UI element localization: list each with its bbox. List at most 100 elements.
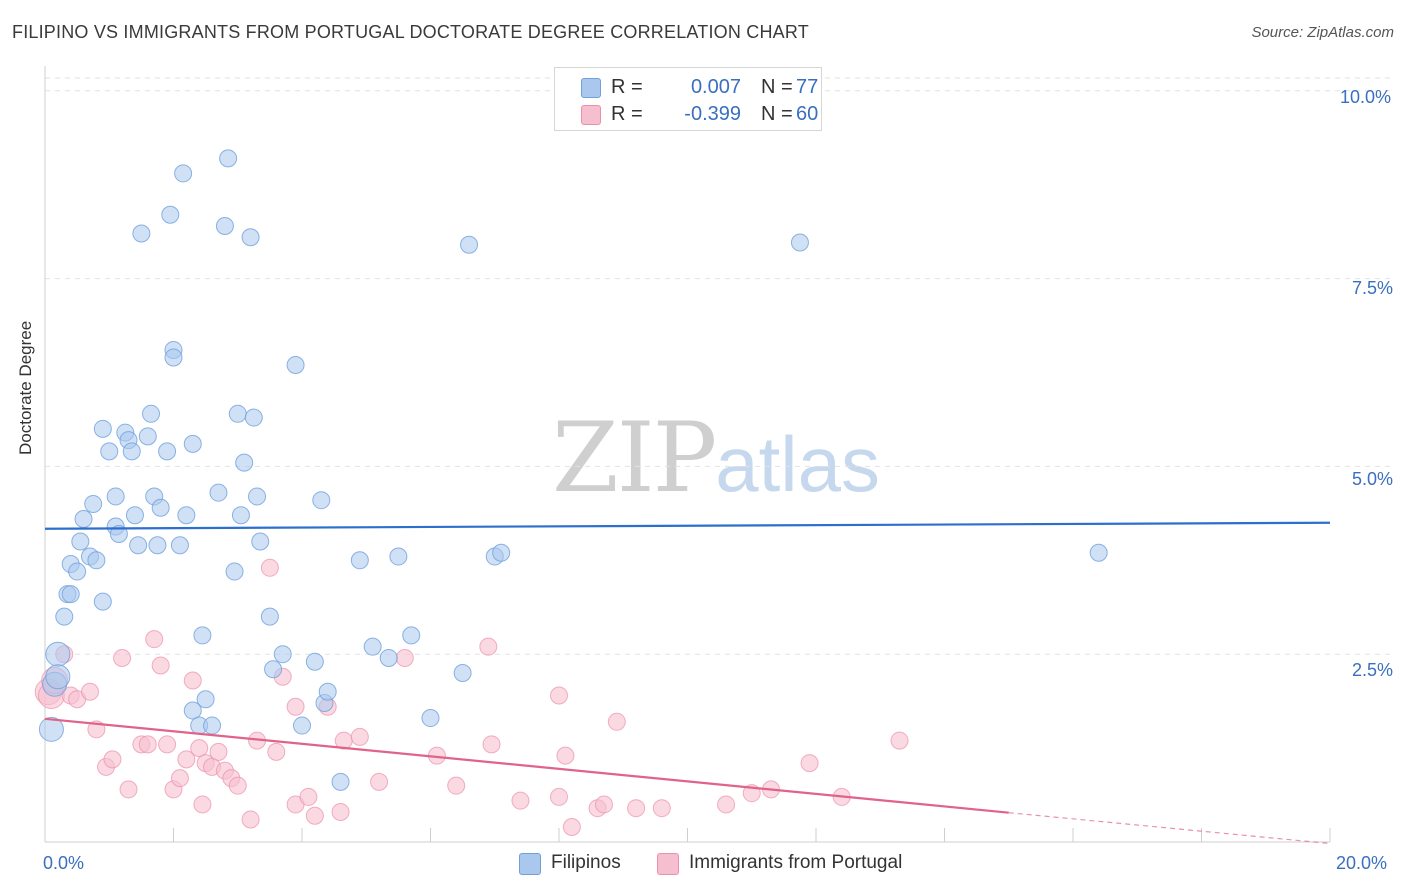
filipino-point	[318, 682, 337, 701]
filipino-point	[193, 626, 212, 645]
filipino-point	[293, 716, 311, 735]
filipino-point	[138, 427, 157, 446]
filipino-point	[151, 498, 170, 517]
filipino-point	[215, 217, 234, 235]
portugal-point	[305, 806, 324, 825]
portugal-point	[158, 735, 177, 754]
filipino-point	[790, 233, 809, 252]
filipino-point	[264, 660, 283, 679]
filipino-point	[84, 494, 103, 513]
portugal-point	[193, 795, 212, 814]
portugal-point	[350, 727, 369, 746]
legend-swatch-blue	[581, 78, 601, 98]
filipino-point	[248, 487, 267, 506]
legend-r-label: R =	[611, 103, 643, 125]
portugal-points	[34, 558, 909, 836]
filipino-point	[312, 491, 331, 510]
legend-n-value: 77	[796, 76, 819, 98]
filipino-point	[273, 645, 292, 664]
filipino-point	[87, 551, 106, 570]
filipino-trend-line	[44, 521, 1331, 530]
filipino-point	[142, 404, 161, 423]
portugal-point	[550, 787, 568, 806]
correlation-legend: R = 0.007 N = 77 R = -0.399 N = 60	[554, 67, 822, 131]
x-axis-max-label: 20.0%	[1336, 853, 1388, 873]
x-axis-min-label: 0.0%	[43, 853, 85, 873]
portugal-point	[209, 742, 228, 761]
bottom-legend-label: Filipinos	[551, 852, 621, 873]
filipino-point	[241, 228, 260, 247]
y-tick-label: 5.0%	[1352, 469, 1394, 489]
filipino-point	[209, 483, 228, 502]
portugal-point	[562, 817, 581, 836]
filipino-point	[244, 408, 263, 427]
y-tick-label: 10.0%	[1340, 87, 1392, 107]
filipino-point	[225, 562, 244, 581]
chart-title: FILIPINO VS IMMIGRANTS FROM PORTUGAL DOC…	[12, 22, 809, 42]
portugal-point	[550, 686, 568, 705]
portugal-point	[511, 791, 530, 810]
portugal-point	[331, 802, 350, 821]
y-tick-label: 2.5%	[1352, 660, 1394, 680]
legend-n-label: N =	[761, 103, 793, 125]
filipino-point	[421, 709, 440, 728]
filipino-point	[492, 543, 511, 562]
filipino-point	[228, 404, 247, 423]
filipino-point	[71, 532, 90, 551]
filipino-point	[203, 716, 222, 735]
filipino-point	[125, 506, 144, 525]
filipino-point	[61, 585, 80, 604]
filipino-point	[305, 652, 324, 671]
filipino-point	[170, 536, 189, 555]
portugal-point	[800, 754, 819, 773]
portugal-point	[151, 656, 170, 675]
legend-r-value: -0.399	[684, 103, 741, 125]
filipino-point	[196, 690, 215, 709]
portugal-point	[556, 746, 575, 765]
filipino-point	[148, 536, 167, 555]
portugal-point	[299, 787, 318, 806]
portugal-point	[190, 739, 209, 758]
filipino-point	[93, 419, 112, 438]
filipino-point	[109, 525, 128, 543]
watermark: ZIPatlas	[552, 402, 880, 514]
filipino-point	[38, 716, 64, 742]
source-credit: Source: ZipAtlas.com	[1251, 24, 1394, 41]
grid	[45, 77, 1392, 655]
y-axis-label: Doctorate Degree	[16, 320, 35, 455]
filipino-point	[183, 701, 202, 720]
filipino-point	[235, 453, 254, 472]
portugal-point	[80, 682, 99, 701]
filipino-point	[132, 224, 151, 243]
portugal-trend-line	[44, 717, 1009, 814]
legend-n-value: 60	[796, 103, 819, 125]
legend-swatch-pink	[581, 105, 601, 125]
filipino-point	[389, 547, 408, 566]
portugal-point	[177, 750, 196, 769]
portugal-point	[241, 810, 260, 829]
filipino-point	[45, 664, 71, 690]
filipino-point	[1089, 543, 1108, 562]
filipino-point	[45, 641, 71, 667]
filipino-point	[183, 434, 202, 453]
portugal-point	[479, 637, 498, 656]
portugal-point	[260, 558, 279, 577]
bottom-legend-swatch-blue	[519, 853, 541, 875]
filipino-point	[174, 164, 193, 183]
filipino-point	[331, 772, 350, 791]
filipino-point	[129, 536, 148, 555]
portugal-point	[652, 799, 671, 818]
portugal-point	[138, 735, 157, 754]
portugal-point	[119, 780, 138, 799]
filipino-point	[286, 355, 305, 374]
filipino-point	[68, 562, 87, 581]
filipino-point	[122, 442, 141, 461]
portugal-point	[890, 731, 909, 750]
portugal-point	[447, 776, 466, 795]
filipino-point	[106, 487, 125, 506]
filipino-point	[379, 648, 398, 667]
portugal-point	[267, 742, 286, 761]
legend-r-label: R =	[611, 76, 643, 98]
portugal-point	[113, 648, 132, 667]
